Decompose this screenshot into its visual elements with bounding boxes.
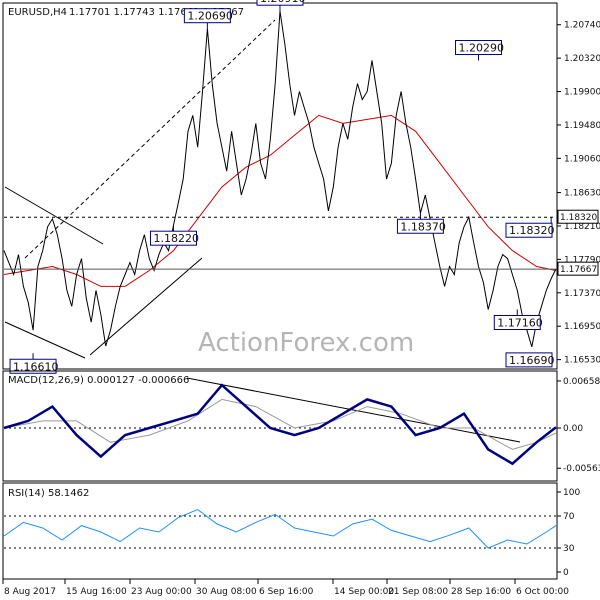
x-tick-label: 21 Sep 08:00 <box>388 587 448 597</box>
annotation-box <box>256 0 304 6</box>
price-ytick-label: 1.16950 <box>564 322 600 332</box>
rsi-title: RSI(14) 58.1462 <box>8 488 89 499</box>
annotation-label: 1.20690 <box>187 10 233 23</box>
x-tick-label: 6 Oct 00:00 <box>516 587 569 597</box>
annotation-box <box>9 358 57 374</box>
macd-signal-line <box>3 398 557 450</box>
price-ytick-label: 1.17790 <box>564 255 600 265</box>
rsi-panel-frame <box>2 482 558 580</box>
chart-header-quote: 1.17701 1.17743 1.17661 1.17667 <box>69 7 244 18</box>
annotation-label: 1.20910 <box>260 0 306 5</box>
downtrend-line <box>4 186 104 245</box>
price-ytick-label: 1.19060 <box>564 154 600 164</box>
price-ytick-label: 1.16530 <box>564 356 600 366</box>
macd-ytick-label: 0.00 <box>563 424 583 434</box>
rsi-ytick-label: 70 <box>563 512 575 522</box>
x-tick-label: 14 Sep 00:00 <box>334 587 394 597</box>
downtrend-channel-line <box>4 321 86 359</box>
price-ma-line <box>3 114 557 287</box>
rsi-line <box>3 509 557 549</box>
x-axis: 8 Aug 2017 15 Aug 16:00 23 Aug 00:00 30 Aug… <box>2 579 569 597</box>
chart-header-symbol: EURUSD,H4 <box>8 7 67 18</box>
macd-trendline <box>186 377 521 443</box>
annotation-label: 1.20290 <box>459 42 505 55</box>
x-tick-label: 30 Aug 08:00 <box>196 587 257 597</box>
macd-ytick-label: -0.005634 <box>563 464 600 474</box>
rsi-ytick-label: 30 <box>563 544 575 554</box>
annotation-label: 1.18220 <box>153 232 199 245</box>
price-ytick-label: 1.19480 <box>564 121 600 131</box>
macd-title: MACD(12,26,9) 0.000127 -0.000666 <box>8 375 189 386</box>
price-yaxis: 1.20740 1.20320 1.19900 1.19480 1.19060 1.186… <box>557 21 600 366</box>
price-ytick-label: 1.17370 <box>564 289 600 299</box>
macd-line <box>3 383 557 466</box>
resistance-level-badge <box>557 209 599 224</box>
current-price-badge <box>557 261 599 276</box>
current-price-label: 1.17667 <box>560 265 597 275</box>
rsi-ytick-label: 100 <box>563 488 580 498</box>
annotation-box <box>493 315 541 330</box>
price-annotations: 1.20690 1.20910 1.20290 1.18220 1.18370 1.183… <box>9 0 555 374</box>
macd-ytick-label: 0.006586 <box>563 377 600 387</box>
x-tick-label: 15 Aug 16:00 <box>66 587 127 597</box>
x-tick-label: 23 Aug 00:00 <box>131 587 192 597</box>
price-ytick-label: 1.20320 <box>564 54 600 64</box>
annotation-label: 1.18370 <box>400 220 446 233</box>
price-ytick-label: 1.20740 <box>564 21 600 31</box>
uptrend-channel-line <box>24 19 276 259</box>
annotation-label: 1.16690 <box>509 354 555 367</box>
macd-panel-frame <box>2 370 558 482</box>
uptrend-support-line <box>89 257 203 356</box>
x-tick-label: 6 Sep 16:00 <box>259 587 314 597</box>
price-ytick-label: 1.19900 <box>564 88 600 98</box>
annotation-label: 1.16610 <box>13 360 59 373</box>
resistance-level-label: 1.18320 <box>560 213 597 223</box>
rsi-ytick-label: 0 <box>563 568 569 578</box>
annotation-box <box>505 222 553 238</box>
annotation-box <box>455 40 503 56</box>
price-trendlines <box>4 19 276 359</box>
annotation-box <box>505 352 553 368</box>
annotation-box <box>183 8 231 24</box>
x-tick-label: 28 Sep 16:00 <box>451 587 511 597</box>
macd-yaxis: 0.006586 0.00 -0.005634 <box>557 377 600 474</box>
annotation-box <box>396 218 444 234</box>
rsi-yaxis: 100 70 30 0 <box>557 488 580 578</box>
annotation-label: 1.17160 <box>497 317 543 330</box>
annotation-box <box>149 230 197 246</box>
watermark: ActionForex.com <box>198 328 414 358</box>
price-ytick-label: 1.18630 <box>564 189 600 199</box>
price-ytick-label: 1.18210 <box>564 222 600 232</box>
annotation-label: 1.18320 <box>509 224 555 237</box>
x-tick-label: 8 Aug 2017 <box>4 587 56 597</box>
